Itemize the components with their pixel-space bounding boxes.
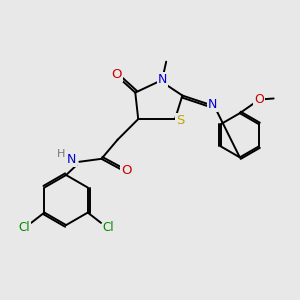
Text: O: O [112, 68, 122, 81]
Text: O: O [254, 93, 264, 106]
Text: Cl: Cl [103, 221, 114, 234]
Text: H: H [57, 149, 65, 159]
Text: N: N [208, 98, 217, 111]
Text: N: N [158, 73, 167, 86]
Text: S: S [176, 114, 184, 127]
Text: O: O [121, 164, 132, 177]
Text: N: N [66, 153, 76, 166]
Text: Cl: Cl [18, 221, 30, 234]
